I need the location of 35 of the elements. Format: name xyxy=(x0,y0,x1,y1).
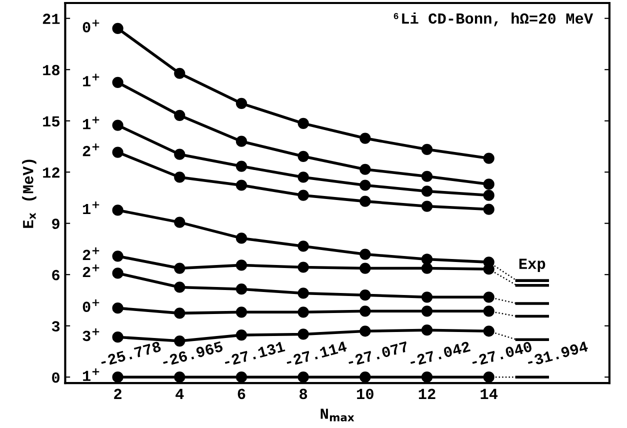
y-tick-label: 21 xyxy=(42,14,60,24)
legend-label: 1$^{+}$ xyxy=(83,368,100,381)
y-tick-label: 12 xyxy=(43,167,60,178)
x-tick-label: 8 xyxy=(300,388,308,400)
y-tick-label: 18 xyxy=(43,64,60,76)
annotation: -25.778 xyxy=(100,341,162,367)
series-label: 2$^{+}$ xyxy=(82,144,100,156)
x-tick-label: 6 xyxy=(238,388,246,400)
y-tick-label: 9 xyxy=(52,218,60,230)
text: ⁶Li CD-Bonn, hΩ=20 MeV xyxy=(394,12,594,26)
x-tick-label: 12 xyxy=(418,388,436,399)
annotation: -27.042 xyxy=(409,341,471,367)
x-tick-label: 4 xyxy=(176,388,184,399)
annotation: -27.077 xyxy=(347,341,409,367)
legend-label: 1$^{+}$ xyxy=(83,116,100,130)
legend-label: 1$^{+}$ xyxy=(83,74,100,86)
x-tick-label: 10 xyxy=(357,388,374,400)
y-tick-label: 3 xyxy=(52,321,60,332)
legend-label: 0$^{+}$ xyxy=(82,20,100,32)
x-tick-label: 14 xyxy=(480,388,498,399)
y-tick-label: 0 xyxy=(52,372,60,383)
legend-label: 3$^{+}$ xyxy=(82,328,100,342)
legend-label: 2$^{+}$ xyxy=(82,264,100,278)
y-tick-label: 6 xyxy=(52,270,60,280)
series-label: 1$^{+}$ xyxy=(83,201,100,214)
series-label: 2$^{+}$ xyxy=(82,247,100,260)
annotation: -27.114 xyxy=(285,341,348,367)
y-tick-label: 15 xyxy=(43,116,60,127)
y-axis-title: E$_{x}$ (MeV) xyxy=(22,160,36,228)
x-tick-label: 2 xyxy=(114,388,122,399)
series-label: Exp xyxy=(519,258,546,272)
annotation: -26.965 xyxy=(162,341,224,367)
annotation: -27.131 xyxy=(224,341,286,367)
x-axis-title: N$_{max}$ xyxy=(320,408,354,422)
series-label: 0$^{+}$ xyxy=(82,299,100,312)
